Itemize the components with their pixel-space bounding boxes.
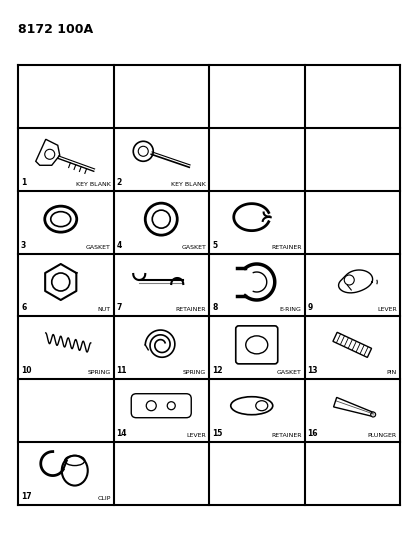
Text: CLIP: CLIP bbox=[97, 496, 111, 501]
Text: E-RING: E-RING bbox=[279, 308, 302, 312]
Text: GASKET: GASKET bbox=[85, 245, 111, 249]
Text: 15: 15 bbox=[212, 429, 222, 438]
Text: 17: 17 bbox=[21, 492, 32, 501]
Text: 2: 2 bbox=[116, 177, 122, 187]
Text: 10: 10 bbox=[21, 366, 32, 375]
Text: PLUNGER: PLUNGER bbox=[368, 433, 397, 438]
Text: 9: 9 bbox=[307, 303, 313, 312]
Text: 13: 13 bbox=[307, 366, 318, 375]
Text: KEY BLANK: KEY BLANK bbox=[76, 182, 111, 187]
Text: KEY BLANK: KEY BLANK bbox=[171, 182, 206, 187]
Text: 1: 1 bbox=[21, 177, 26, 187]
Text: 5: 5 bbox=[212, 240, 217, 249]
Text: LEVER: LEVER bbox=[186, 433, 206, 438]
Circle shape bbox=[371, 412, 376, 417]
Text: 3: 3 bbox=[21, 240, 26, 249]
Text: RETAINER: RETAINER bbox=[271, 245, 302, 249]
Text: SPRING: SPRING bbox=[183, 370, 206, 375]
Text: GASKET: GASKET bbox=[277, 370, 302, 375]
Text: RETAINER: RETAINER bbox=[271, 433, 302, 438]
Text: 7: 7 bbox=[116, 303, 122, 312]
Text: 12: 12 bbox=[212, 366, 222, 375]
Text: NUT: NUT bbox=[97, 308, 111, 312]
Text: RETAINER: RETAINER bbox=[175, 308, 206, 312]
Text: LEVER: LEVER bbox=[377, 308, 397, 312]
Text: GASKET: GASKET bbox=[181, 245, 206, 249]
Text: 11: 11 bbox=[116, 366, 127, 375]
Text: 14: 14 bbox=[116, 429, 127, 438]
Text: SPRING: SPRING bbox=[87, 370, 111, 375]
Text: 4: 4 bbox=[116, 240, 122, 249]
Text: 8172 100A: 8172 100A bbox=[18, 23, 93, 36]
Text: PIN: PIN bbox=[387, 370, 397, 375]
Text: 8: 8 bbox=[212, 303, 217, 312]
Text: 16: 16 bbox=[307, 429, 318, 438]
Text: 6: 6 bbox=[21, 303, 26, 312]
